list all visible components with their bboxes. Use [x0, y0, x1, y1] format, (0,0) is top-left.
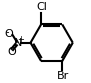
Text: -: -: [5, 27, 9, 37]
Text: N: N: [14, 38, 22, 48]
Text: +: +: [17, 35, 24, 44]
Text: Br: Br: [57, 71, 69, 81]
Text: Cl: Cl: [36, 2, 47, 12]
Text: O: O: [7, 47, 16, 57]
Text: O: O: [5, 29, 13, 39]
